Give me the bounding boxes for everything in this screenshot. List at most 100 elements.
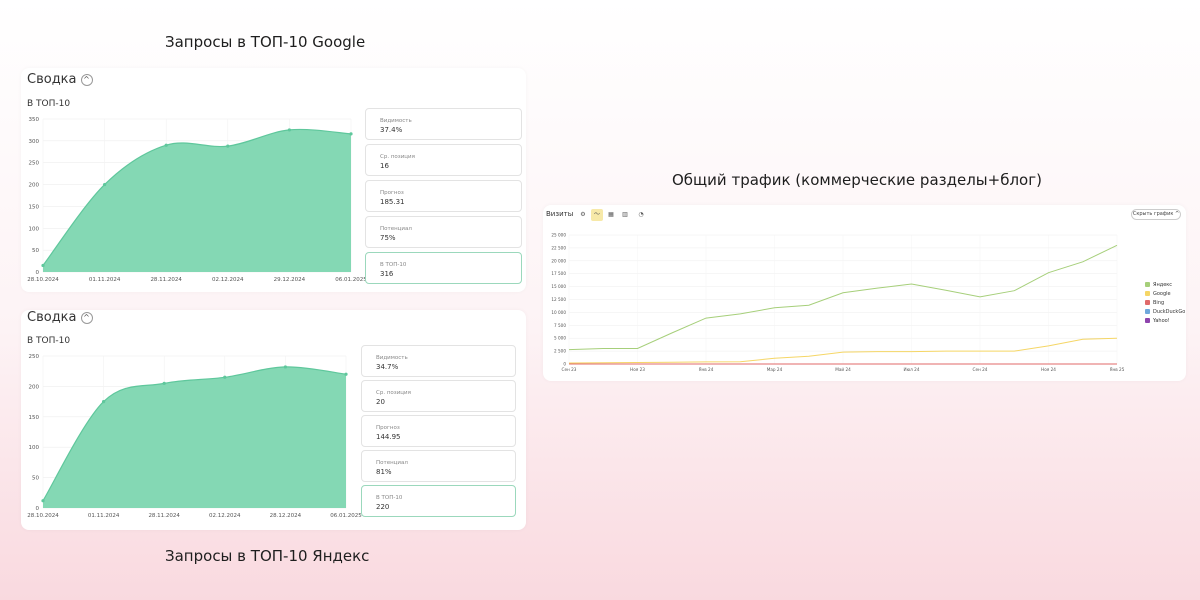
legend-label: Яндекс [1153,282,1173,288]
x-tick-label: Сен 24 [973,367,988,372]
hide-chart-label: Скрыть график [1132,211,1174,217]
y-tick-label: 200 [29,384,40,390]
legend-checkbox[interactable] [1145,300,1150,305]
x-tick-label: 28.11.2024 [148,513,180,519]
metric-card[interactable]: Ср. позиция 20 [361,380,516,412]
x-tick-label: 02.12.2024 [212,277,244,283]
y-tick-label: 2 500 [554,349,566,354]
metric-card[interactable]: Потенциал 81% [361,450,516,482]
metric-card-value: 16 [380,162,389,170]
hide-chart-button[interactable]: Скрыть график ^ [1131,209,1181,220]
summary-title[interactable]: Сводка ^ [27,72,93,87]
summary-title[interactable]: Сводка ^ [27,310,93,325]
google-summary-panel: Сводка ^ В ТОП-10 0 50 100 150 200 250 300 350 28… [21,68,526,292]
legend-item[interactable]: DuckDuckGo [1145,309,1185,315]
line-chart-icon[interactable]: 〜 [591,209,603,221]
metric-card[interactable]: Потенциал 75% [365,216,522,248]
y-tick-label: 0 [36,270,40,276]
x-tick-label: Сен 23 [562,367,577,372]
area-fill [43,129,351,272]
x-tick-label: 06.01.2025 [330,513,362,519]
y-tick-label: 10 000 [551,310,566,315]
metric-card[interactable]: В ТОП-10 316 [365,252,522,284]
legend-item[interactable]: Bing [1145,300,1164,306]
pie-dropdown-icon[interactable]: ◔ [638,211,644,218]
y-tick-label: 0 [563,362,566,367]
y-tick-label: 15 000 [551,284,566,289]
y-tick-label: 200 [29,183,40,189]
traffic-caption: Общий трафик (коммерческие разделы+блог) [672,171,1042,189]
x-tick-label: 01.11.2024 [88,513,120,519]
legend-checkbox[interactable] [1145,282,1150,287]
metric-card-label: Прогноз [376,425,400,431]
summary-title-text: Сводка [27,310,77,325]
y-tick-label: 250 [29,354,40,360]
x-tick-label: 28.11.2024 [150,277,182,283]
metric-card[interactable]: Видимость 34.7% [361,345,516,377]
traffic-panel: Визиты ⚙ 〜 ▦ ▥ ◔ Скрыть график ^ 0 2 500 5 000… [543,205,1186,381]
metric-card[interactable]: Видимость 37.4% [365,108,522,140]
y-tick-label: 150 [29,204,40,210]
data-point [283,365,287,369]
x-tick-label: Июл 24 [904,367,920,372]
x-tick-label: Ноя 23 [630,367,645,372]
legend-checkbox[interactable] [1145,318,1150,323]
metric-card[interactable]: Ср. позиция 16 [365,144,522,176]
metric-card[interactable]: В ТОП-10 220 [361,485,516,517]
y-tick-label: 0 [36,506,40,512]
data-point [164,143,168,147]
data-point [223,375,227,379]
bar-chart-icon[interactable]: ▥ [622,211,628,218]
metric-card-value: 37.4% [380,126,403,134]
y-tick-label: 20 000 [551,258,566,263]
metric-card[interactable]: Прогноз 185.31 [365,180,522,212]
data-point [162,381,166,385]
summary-title-text: Сводка [27,72,77,87]
y-tick-label: 5 000 [554,336,566,341]
y-tick-label: 250 [29,161,40,167]
x-tick-label: Янв 25 [1110,367,1125,372]
metric-card-label: Ср. позиция [376,390,411,396]
y-tick-label: 350 [29,117,40,123]
y-tick-label: 12 500 [551,297,566,302]
data-point [349,132,353,136]
chevron-up-icon[interactable]: ^ [80,311,93,324]
legend-item[interactable]: Yahoo! [1145,318,1170,324]
legend-checkbox[interactable] [1145,309,1150,314]
metric-card-label: Видимость [380,118,412,124]
table-icon[interactable]: ▦ [608,211,614,218]
data-point [41,499,45,503]
metric-card-label: Видимость [376,355,408,361]
data-point [226,144,230,148]
legend-item[interactable]: Яндекс [1145,282,1172,288]
x-tick-label: 28.12.2024 [270,513,302,519]
metric-card-label: Прогноз [380,190,404,196]
area-fill [43,366,346,508]
metric-card[interactable]: Прогноз 144.95 [361,415,516,447]
legend-label: Google [1153,291,1171,297]
metric-card-label: Потенциал [376,460,408,466]
x-tick-label: Май 24 [835,367,851,372]
gear-icon[interactable]: ⚙ [580,211,586,218]
legend-checkbox[interactable] [1145,291,1150,296]
x-tick-label: 01.11.2024 [89,277,121,283]
y-tick-label: 300 [29,139,40,145]
y-tick-label: 17 500 [551,271,566,276]
metric-card-label: Потенциал [380,226,412,232]
metric-card-label: В ТОП-10 [380,262,407,268]
metric-card-value: 316 [380,270,394,278]
chevron-up-icon[interactable]: ^ [80,73,93,86]
metric-card-value: 81% [376,468,392,476]
x-tick-label: 29.12.2024 [274,277,306,283]
x-tick-label: Ноя 24 [1041,367,1056,372]
legend-item[interactable]: Google [1145,291,1171,297]
y-tick-label: 7 500 [554,323,566,328]
metric-card-value: 144.95 [376,433,401,441]
series-line [568,244,1118,351]
x-tick-label: Янв 24 [699,367,714,372]
x-tick-label: 28.10.2024 [27,277,59,283]
metric-label: В ТОП-10 [27,99,71,109]
y-tick-label: 100 [29,226,40,232]
data-point [102,400,106,404]
x-tick-label: 06.01.2025 [335,277,367,283]
